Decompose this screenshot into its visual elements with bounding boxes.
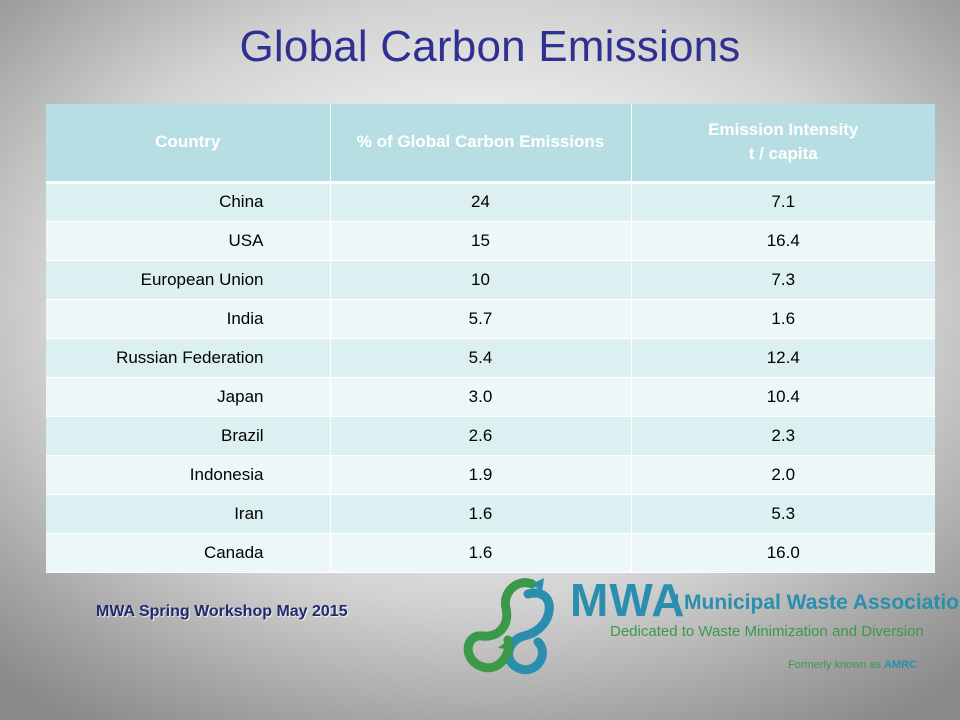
percent-cell: 2.6 xyxy=(330,416,632,456)
intensity-cell: 12.4 xyxy=(631,338,935,378)
logo-abbreviation: MWA xyxy=(570,574,686,626)
percent-cell: 1.9 xyxy=(330,455,632,495)
country-cell: European Union xyxy=(46,260,331,300)
percent-cell: 15 xyxy=(330,221,632,261)
slide-title: Global Carbon Emissions xyxy=(239,22,741,71)
country-cell: USA xyxy=(46,221,331,261)
percent-cell: 5.7 xyxy=(330,299,632,339)
emissions-table: Country % of Global Carbon Emissions Emi… xyxy=(46,104,935,573)
table-row: USA 15 16.4 xyxy=(46,221,935,261)
table-row: India 5.7 1.6 xyxy=(46,299,935,339)
percent-cell: 24 xyxy=(330,182,632,222)
logo-formerly-known: Formerly known as AMRC xyxy=(788,658,917,672)
former-name: AMRC xyxy=(883,659,917,671)
header-percent-global: % of Global Carbon Emissions xyxy=(330,104,632,184)
intensity-cell: 1.6 xyxy=(631,299,935,339)
percent-cell: 5.4 xyxy=(330,338,632,378)
table-row: European Union 10 7.3 xyxy=(46,260,935,300)
logo-organization-name: Municipal Waste Association xyxy=(684,591,960,614)
intensity-cell: 7.1 xyxy=(631,182,935,222)
percent-cell: 10 xyxy=(330,260,632,300)
intensity-cell: 16.4 xyxy=(631,221,935,261)
country-cell: Canada xyxy=(46,533,331,573)
intensity-cell: 10.4 xyxy=(631,377,935,417)
table-row: Japan 3.0 10.4 xyxy=(46,377,935,417)
intensity-cell: 7.3 xyxy=(631,260,935,300)
table-row: Brazil 2.6 2.3 xyxy=(46,416,935,456)
table-body: China 24 7.1 USA 15 16.4 European Union … xyxy=(46,182,935,573)
workshop-footer: MWA Spring Workshop May 2015 xyxy=(96,603,348,620)
table-row: China 24 7.1 xyxy=(46,182,935,222)
table-row: Canada 1.6 16.0 xyxy=(46,533,935,573)
former-prefix: Formerly known as xyxy=(788,659,884,671)
table-header: Country % of Global Carbon Emissions Emi… xyxy=(46,104,935,184)
recycle-loop-icon xyxy=(463,578,554,675)
intensity-cell: 2.0 xyxy=(631,455,935,495)
country-cell: Indonesia xyxy=(46,455,331,495)
table-row: Iran 1.6 5.3 xyxy=(46,494,935,534)
country-cell: Russian Federation xyxy=(46,338,331,378)
header-country: Country xyxy=(46,104,331,184)
intensity-cell: 5.3 xyxy=(631,494,935,534)
intensity-cell: 16.0 xyxy=(631,533,935,573)
table-row: Russian Federation 5.4 12.4 xyxy=(46,338,935,378)
table-row: Indonesia 1.9 2.0 xyxy=(46,455,935,495)
percent-cell: 1.6 xyxy=(330,494,632,534)
country-cell: Japan xyxy=(46,377,331,417)
intensity-cell: 2.3 xyxy=(631,416,935,456)
country-cell: India xyxy=(46,299,331,339)
header-row: Country % of Global Carbon Emissions Emi… xyxy=(46,104,935,184)
country-cell: Iran xyxy=(46,494,331,534)
percent-cell: 1.6 xyxy=(330,533,632,573)
logo-separator xyxy=(676,594,678,616)
header-emission-intensity: Emission Intensity t / capita xyxy=(631,104,935,184)
logo-tagline: Dedicated to Waste Minimization and Dive… xyxy=(610,623,924,640)
mwa-logo: MWA Municipal Waste Association Dedicate… xyxy=(458,574,960,684)
percent-cell: 3.0 xyxy=(330,377,632,417)
country-cell: China xyxy=(46,182,331,222)
country-cell: Brazil xyxy=(46,416,331,456)
